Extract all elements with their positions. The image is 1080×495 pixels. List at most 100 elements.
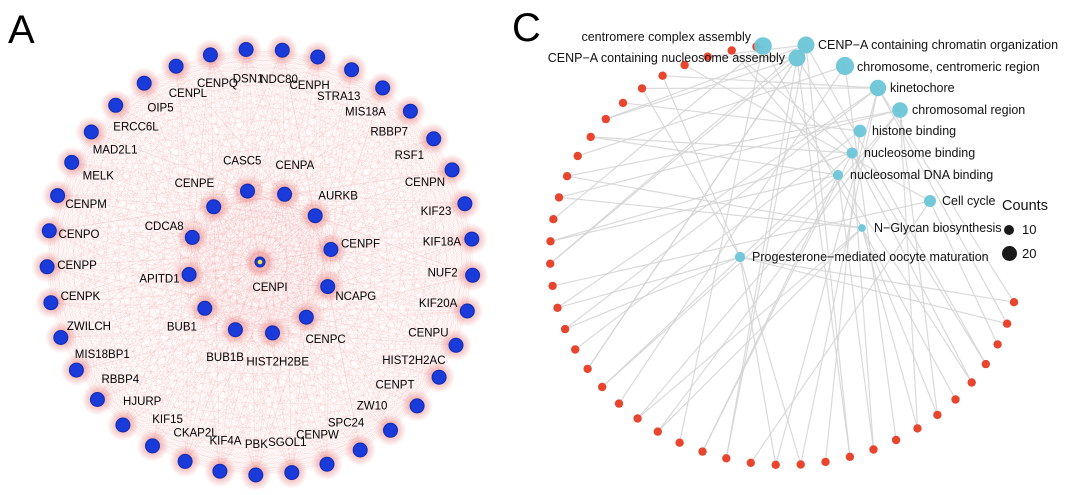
gene-dot	[796, 460, 805, 469]
gene-node	[184, 229, 200, 245]
gene-dot	[727, 46, 736, 55]
gene-node	[145, 438, 160, 454]
gene-node	[212, 463, 228, 479]
gene-dot	[771, 460, 780, 469]
gene-dot	[981, 359, 990, 369]
gene-node	[465, 267, 481, 283]
gene-node	[402, 103, 418, 119]
term-label: CENP−A containing nucleosome assembly	[548, 51, 786, 65]
gene-dot	[653, 427, 662, 436]
gene-label: KIF23	[421, 206, 452, 218]
gene-dot	[598, 382, 607, 392]
legend-item-10: 10	[1002, 222, 1048, 237]
term-node	[869, 79, 887, 97]
gene-label: CENPH	[289, 80, 329, 92]
gene-dot	[675, 438, 684, 447]
gene-node	[206, 199, 222, 215]
gene-node	[310, 49, 326, 65]
gene-node	[298, 309, 314, 325]
gene-node	[115, 417, 131, 433]
gene-label: CENPI	[252, 282, 287, 294]
gene-node	[238, 42, 254, 57]
term-label: nucleosome binding	[864, 146, 975, 160]
gene-node	[320, 279, 336, 295]
gene-node	[426, 131, 442, 147]
gene-nodes	[39, 42, 481, 483]
gene-dot	[633, 414, 642, 423]
term-node	[788, 49, 806, 67]
term-label: chromosome, centromeric region	[857, 60, 1040, 74]
gene-dot	[637, 84, 647, 93]
gene-dot	[583, 364, 592, 374]
gene-node	[89, 392, 105, 407]
gene-label: CENPO	[59, 229, 100, 241]
panel-c-label: C	[512, 6, 541, 50]
gene-dot	[1009, 298, 1019, 307]
term-labels: centromere complex assembly CENP−A contai…	[548, 30, 1058, 264]
gene-label: MELK	[83, 170, 115, 182]
gene-node	[83, 124, 99, 140]
gene-dot	[680, 60, 689, 70]
gene-label: NUF2	[428, 267, 458, 279]
gene-label: PBK	[245, 439, 268, 451]
term-gene-edges	[549, 44, 1015, 465]
gene-node	[344, 62, 360, 78]
gene-dot	[573, 151, 582, 161]
term-label: nucleosomal DNA binding	[850, 168, 993, 182]
gene-label: ZW10	[357, 401, 388, 413]
gene-label: APITD1	[139, 274, 179, 286]
gene-node	[265, 325, 280, 341]
gene-dot	[722, 454, 731, 463]
gene-node	[284, 465, 300, 481]
gene-node	[383, 422, 398, 438]
gene-label: OIP5	[147, 102, 173, 114]
gene-label: CASC5	[223, 156, 261, 168]
term-node	[858, 224, 866, 232]
gene-label: CENPM	[65, 199, 107, 211]
term-label: CENP−A containing chromatin organization	[818, 38, 1058, 52]
gene-dot	[703, 52, 712, 61]
gene-node	[181, 267, 197, 282]
term-label: Progesterone−mediated oocyte maturation	[752, 250, 989, 264]
gene-node	[50, 188, 66, 204]
gene-dot	[562, 172, 572, 181]
gene-label: NDC80	[260, 74, 298, 86]
gene-node	[64, 154, 80, 170]
gene-node	[39, 259, 55, 275]
gene-label: CENPW	[296, 430, 339, 442]
term-label: kinetochore	[890, 81, 955, 95]
gene-dot	[546, 237, 555, 246]
gene-label: AURKB	[318, 190, 358, 202]
gene-dot	[821, 457, 830, 467]
gene-node	[202, 47, 218, 63]
gene-node	[53, 330, 69, 345]
legend-item-20: 20	[1002, 246, 1048, 261]
legend-size-label-20: 20	[1022, 246, 1037, 261]
term-nodes	[734, 36, 936, 263]
gene-label: CENPU	[408, 328, 448, 340]
gene-dot	[967, 378, 976, 387]
gene-label: CENPN	[405, 177, 445, 189]
gene-label: MAD2L1	[93, 144, 138, 156]
gene-label: CDCA8	[145, 221, 184, 233]
center-gene-dot	[257, 259, 263, 265]
gene-dot	[546, 259, 555, 268]
gene-label: RSF1	[395, 150, 424, 162]
gene-label: KIF15	[152, 414, 183, 426]
term-label: chromosomal region	[912, 103, 1025, 117]
gene-node	[177, 453, 193, 469]
gene-label: HIST2H2BE	[246, 357, 309, 369]
gene-dot	[571, 345, 580, 354]
legend-size-label-10: 10	[1022, 222, 1037, 237]
gene-dots	[546, 42, 1019, 469]
term-node	[832, 169, 844, 181]
gene-node	[168, 58, 184, 74]
gene-label: HIST2H2AC	[382, 355, 445, 367]
gene-label: CKAP2L	[174, 427, 219, 439]
term-node	[754, 37, 772, 55]
gene-dot	[614, 399, 624, 408]
legend-title: Counts	[1002, 198, 1048, 214]
gene-label: SPC24	[328, 418, 365, 430]
